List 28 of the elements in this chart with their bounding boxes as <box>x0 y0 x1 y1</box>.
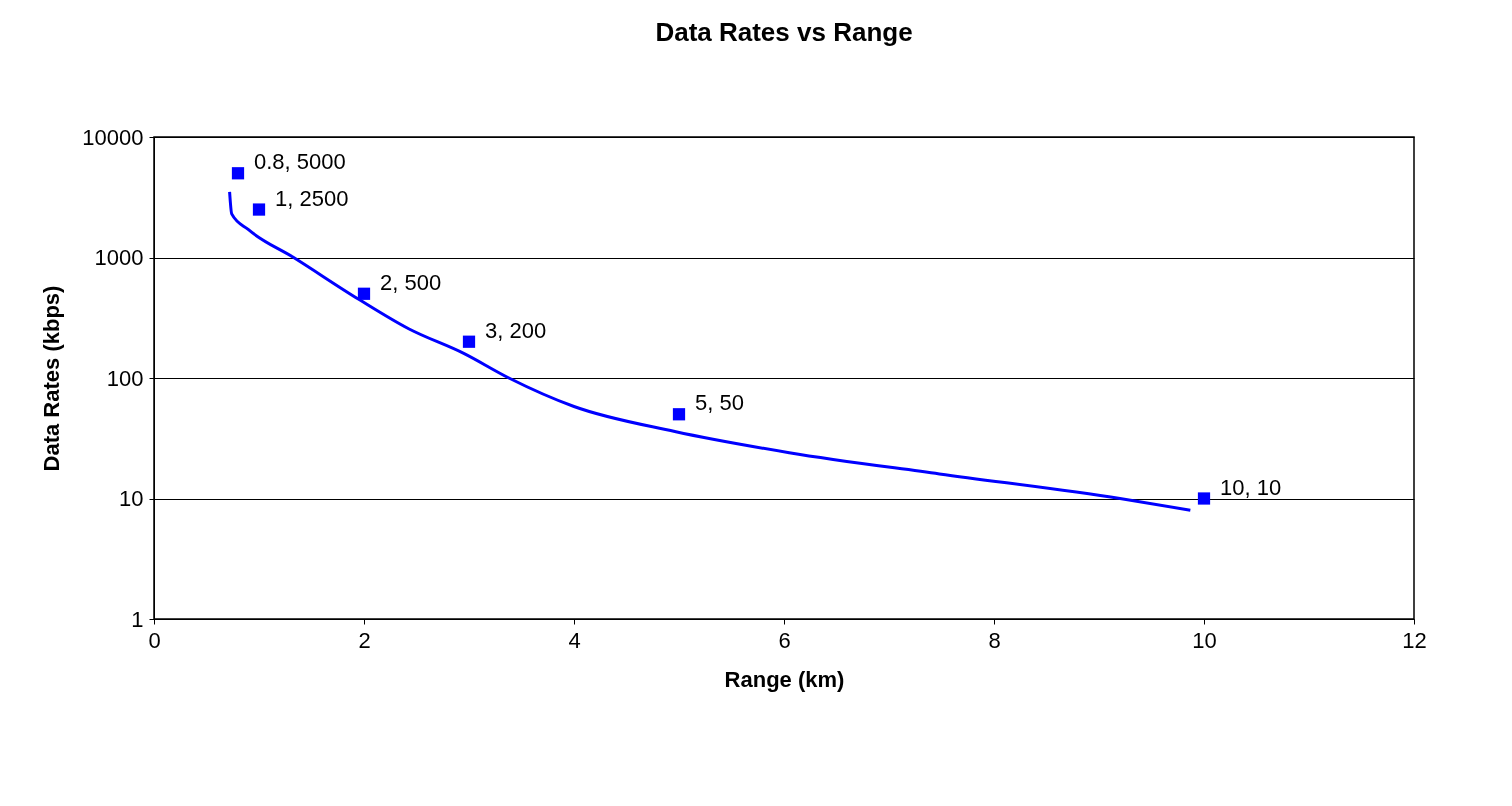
x-tick-label: 10 <box>1192 627 1217 653</box>
data-label: 2, 500 <box>380 269 442 295</box>
point <box>252 203 266 216</box>
x-tick-label: 8 <box>988 627 1001 653</box>
y-axis-title: Data Rates (kbps) <box>39 285 65 472</box>
point <box>1197 492 1211 505</box>
point <box>231 167 245 180</box>
data-label: 10, 10 <box>1220 474 1282 500</box>
x-tick-label: 12 <box>1402 627 1427 653</box>
line-series <box>228 190 1192 512</box>
data-label: 0.8, 5000 <box>254 149 346 175</box>
data-label: 5, 50 <box>695 390 744 416</box>
point <box>672 408 686 421</box>
point <box>462 335 476 348</box>
y-tick-label: 10000 <box>82 124 144 150</box>
chart-title: Data Rates vs Range <box>655 17 913 47</box>
data-label: 3, 200 <box>485 317 547 343</box>
point <box>357 287 371 300</box>
data-label: 1, 2500 <box>275 185 349 211</box>
y-tick-label: 10 <box>119 486 144 511</box>
y-tick-label: 1 <box>131 606 144 632</box>
x-tick-label: 0 <box>148 627 161 653</box>
x-tick-label: 4 <box>568 627 581 653</box>
y-tick-label: 1000 <box>94 245 144 270</box>
y-tick-label: 100 <box>106 365 144 391</box>
x-tick-label: 6 <box>778 627 791 653</box>
x-axis-title: Range (km) <box>724 666 845 692</box>
x-tick-label: 2 <box>358 627 371 653</box>
